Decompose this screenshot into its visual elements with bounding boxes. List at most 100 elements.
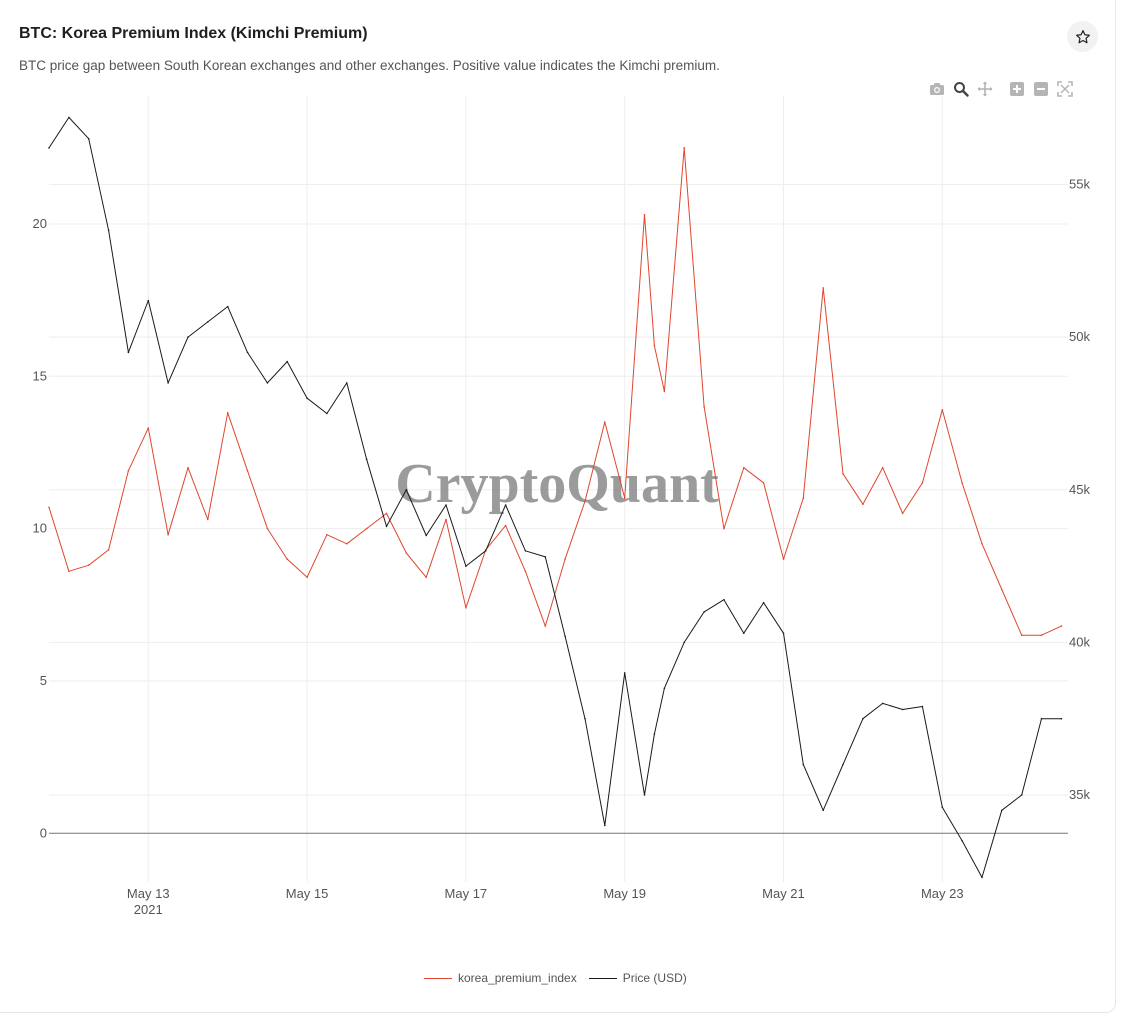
data-point-price [842, 763, 844, 766]
data-point-price [504, 504, 507, 506]
data-point-price [425, 534, 428, 537]
data-point-price [901, 708, 904, 711]
data-point-price [207, 321, 209, 323]
data-point-price [365, 458, 368, 461]
zoom-out-button[interactable] [1032, 80, 1050, 98]
data-point-price [961, 840, 963, 842]
y-left-tick-label: 10 [33, 521, 47, 536]
y-right-tick-label: 50k [1069, 329, 1090, 344]
data-point-price [246, 351, 249, 354]
data-point-price [484, 550, 487, 552]
data-point-premium [48, 506, 50, 509]
data-point-premium [266, 527, 269, 530]
y-right-tick-label: 35k [1069, 787, 1090, 802]
data-point-premium [1060, 625, 1063, 627]
data-point-premium [1001, 588, 1003, 591]
data-point-premium [365, 527, 368, 530]
data-point-premium [584, 500, 586, 503]
data-point-price [1020, 794, 1023, 796]
data-point-premium [822, 287, 824, 289]
data-point-premium [723, 527, 725, 530]
zoom-button[interactable] [952, 80, 970, 98]
data-point-premium [87, 564, 90, 566]
data-point-premium [167, 533, 169, 536]
data-point-premium [504, 524, 507, 527]
data-point-price [743, 632, 745, 634]
data-point-premium [782, 558, 785, 560]
data-point-premium [127, 469, 130, 472]
camera-icon [930, 83, 944, 95]
data-point-price [723, 598, 725, 601]
favorite-button[interactable] [1067, 21, 1098, 52]
data-point-price [127, 351, 130, 354]
data-point-premium [643, 214, 646, 216]
data-point-price [782, 632, 785, 634]
legend-item-price[interactable]: Price (USD) [588, 971, 687, 985]
data-point-premium [465, 607, 467, 609]
data-point-price [465, 565, 467, 567]
legend-item-premium[interactable]: korea_premium_index [424, 971, 577, 985]
data-point-price [941, 806, 944, 808]
autoscale-icon [1057, 81, 1073, 97]
zoom-in-button[interactable] [1008, 80, 1026, 98]
star-icon [1075, 29, 1090, 43]
legend-swatch-premium [424, 977, 452, 979]
data-point-premium [961, 482, 963, 484]
data-point-price [445, 504, 447, 506]
data-point-price [68, 116, 70, 119]
data-point-premium [921, 482, 924, 484]
data-point-premium [68, 570, 70, 573]
chart-subtitle: BTC price gap between South Korean excha… [19, 58, 720, 73]
chart-legend: korea_premium_index Price (USD) [424, 971, 699, 985]
data-point-price [286, 360, 289, 363]
data-point-premium [862, 503, 864, 506]
data-point-price [87, 137, 90, 140]
data-point-premium [187, 466, 189, 469]
data-point-price [385, 525, 388, 528]
data-point-price [604, 824, 606, 827]
data-point-price [524, 550, 527, 552]
data-point-premium [425, 576, 428, 579]
x-tick-label: May 15 [286, 886, 329, 901]
data-point-premium [842, 473, 844, 475]
download-png-button[interactable] [928, 80, 946, 98]
data-point-premium [653, 345, 656, 347]
data-point-premium [762, 482, 765, 484]
x-tick-label: May 17 [445, 886, 488, 901]
data-point-premium [604, 421, 606, 423]
data-point-premium [226, 412, 229, 414]
x-tick-label: May 23 [921, 886, 964, 901]
data-point-premium [107, 549, 110, 551]
data-point-price [703, 611, 705, 613]
data-point-price [326, 412, 328, 415]
data-point-premium [286, 558, 289, 560]
y-left-tick-label: 20 [33, 216, 47, 231]
chart-modebar [928, 80, 1080, 98]
data-point-price [663, 687, 666, 689]
data-point-price [623, 672, 626, 674]
zoom-in-icon [1010, 82, 1024, 96]
data-point-premium [385, 512, 388, 515]
data-point-price [147, 299, 150, 302]
data-point-premium [703, 405, 705, 408]
data-point-price [584, 717, 586, 720]
data-point-price [881, 702, 884, 705]
data-point-price [187, 336, 189, 338]
data-point-price [981, 876, 983, 879]
data-point-premium [564, 558, 566, 560]
y-right-tick-label: 40k [1069, 634, 1090, 649]
data-point-price [107, 229, 110, 232]
data-point-price [921, 705, 924, 708]
data-point-price [762, 601, 765, 604]
data-point-premium [981, 543, 983, 545]
data-point-premium [623, 497, 626, 499]
pan-button[interactable] [976, 80, 994, 98]
zoom-out-icon [1034, 82, 1048, 96]
autoscale-button[interactable] [1056, 80, 1074, 98]
y-left-tick-label: 5 [40, 673, 47, 688]
y-right-tick-label: 45k [1069, 482, 1090, 497]
chart-title: BTC: Korea Premium Index (Kimchi Premium… [19, 25, 368, 42]
